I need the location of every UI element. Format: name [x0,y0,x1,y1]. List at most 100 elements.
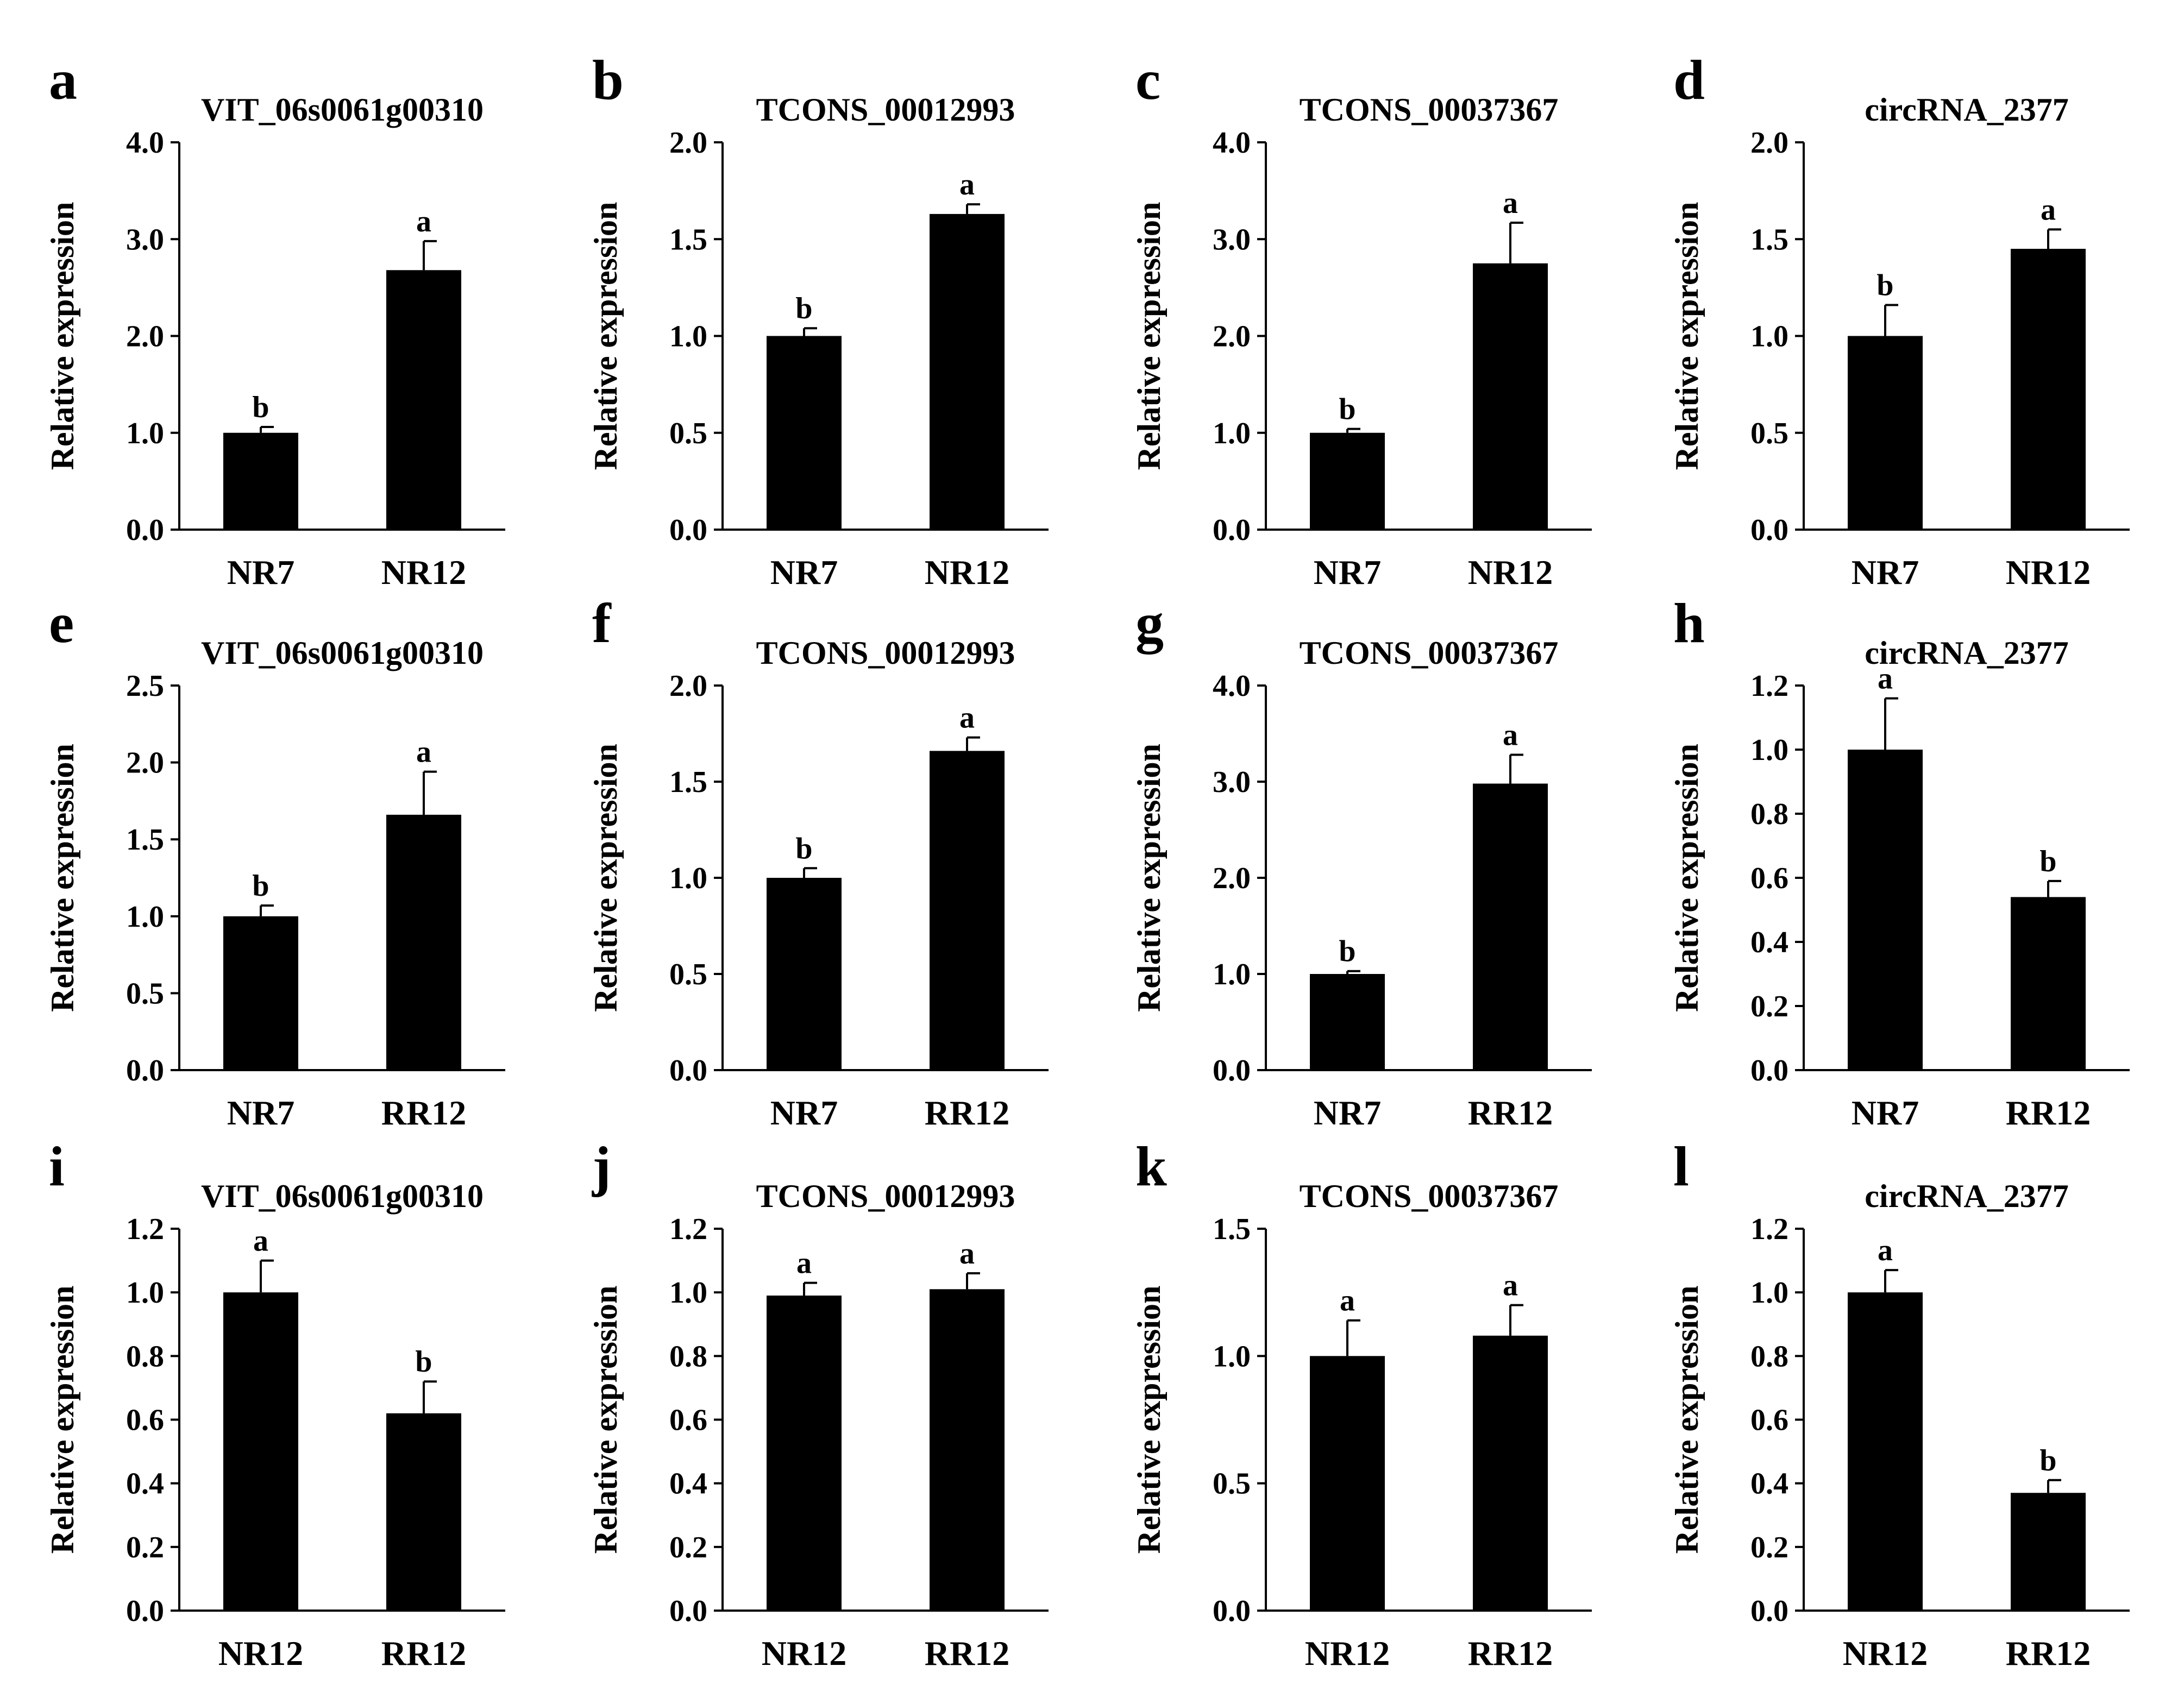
bar [2011,897,2086,1070]
significance-letter: a [416,205,431,238]
bar [1473,263,1548,530]
bar [930,1289,1005,1611]
y-tick-label: 1.5 [669,765,707,799]
y-tick-label: 0.2 [1750,990,1788,1023]
bar [1310,974,1385,1070]
y-axis-label: Relative expression [45,744,80,1012]
significance-letter: a [1503,186,1518,220]
y-tick-label: 1.0 [126,900,164,934]
y-axis-label: Relative expression [45,202,80,470]
panel-letter: g [1135,592,1164,655]
panel-letter: f [592,592,612,655]
y-tick-label: 2.0 [1213,320,1251,354]
chart-panel-i: i VIT_06s0061g00310 0.0 0.2 0.4 0.6 0.8 1.0 1.2 R… [45,1135,505,1673]
chart-title: VIT_06s0061g00310 [201,635,484,671]
y-tick-label: 3.0 [1213,223,1251,256]
y-tick-label: 0.8 [669,1340,707,1373]
significance-letter: a [1878,662,1893,696]
category-label: RR12 [381,1634,466,1673]
y-tick-label: 2.0 [1213,862,1251,895]
y-tick-label: 4.0 [1213,126,1251,160]
chart-title: circRNA_2377 [1865,1178,2068,1214]
category-label: RR12 [925,1634,1009,1673]
bar [386,270,461,530]
chart-title: TCONS_00037367 [1300,92,1559,128]
bar [223,916,298,1070]
panel-letter: i [49,1135,65,1198]
bar [1848,750,1923,1070]
y-tick-label: 0.6 [669,1404,707,1437]
chart-title: TCONS_00012993 [756,1178,1015,1214]
category-label: NR7 [1852,1093,1919,1132]
chart-panel-e: e VIT_06s0061g00310 0.0 0.5 1.0 1.5 2.0 2.5 Rela… [45,592,505,1132]
y-tick-label: 0.5 [669,958,707,991]
y-tick-label: 2.0 [126,746,164,780]
bar [386,1413,461,1611]
y-tick-label: 0.0 [669,1054,707,1087]
y-tick-label: 0.5 [669,417,707,450]
y-tick-label: 1.5 [1213,1212,1251,1246]
panel-letter: l [1673,1135,1689,1198]
significance-letter: a [959,168,975,202]
category-label: NR7 [770,553,838,592]
chart-title: TCONS_00037367 [1300,1178,1559,1214]
y-tick-label: 0.4 [669,1467,707,1501]
significance-letter: a [796,1247,812,1280]
significance-letter: a [1878,1234,1893,1267]
significance-letter: a [959,1237,975,1271]
category-label: NR7 [1314,1093,1381,1132]
y-tick-label: 1.5 [126,823,164,857]
y-tick-label: 0.0 [1750,1594,1788,1628]
significance-letter: b [1339,935,1355,969]
y-tick-label: 0.6 [126,1404,164,1437]
y-tick-label: 1.0 [1750,320,1788,354]
bar [930,751,1005,1070]
y-tick-label: 0.8 [1750,797,1788,831]
significance-letter: a [253,1224,268,1258]
y-tick-label: 0.0 [669,513,707,547]
significance-letter: b [415,1345,432,1379]
bar [386,814,461,1070]
bar [223,1292,298,1611]
chart-panel-k: k TCONS_00037367 0.0 0.5 1.0 1.5 Relative expr… [1131,1135,1592,1673]
y-tick-label: 1.0 [1213,958,1251,991]
category-label: NR7 [227,1093,294,1132]
panel-letter: j [592,1135,611,1198]
y-tick-label: 0.0 [126,1594,164,1628]
category-label: NR12 [2006,553,2091,592]
y-tick-label: 0.5 [1750,417,1788,450]
category-label: RR12 [2006,1093,2091,1132]
chart-title: VIT_06s0061g00310 [201,92,484,128]
panel-letter: k [1135,1135,1167,1198]
bar [2011,1493,2086,1611]
bar [1473,783,1548,1070]
panel-letter: h [1673,592,1705,655]
chart-panel-l: l circRNA_2377 0.0 0.2 0.4 0.6 0.8 1.0 1.2 Relati… [1669,1135,2130,1673]
chart-title: circRNA_2377 [1865,635,2068,671]
y-tick-label: 0.2 [1750,1531,1788,1564]
category-label: NR7 [227,553,294,592]
y-tick-label: 0.0 [1750,1054,1788,1087]
y-tick-label: 0.2 [126,1531,164,1564]
y-axis-label: Relative expression [1131,744,1167,1012]
y-tick-label: 1.2 [1750,1212,1788,1246]
chart-panel-d: d circRNA_2377 0.0 0.5 1.0 1.5 2.0 Relative exp… [1669,49,2130,592]
chart-title: VIT_06s0061g00310 [201,1178,484,1214]
y-tick-label: 0.0 [126,1054,164,1087]
significance-letter: b [252,391,269,424]
y-tick-label: 3.0 [126,223,164,256]
bar [767,878,842,1070]
y-tick-label: 0.6 [1750,1404,1788,1437]
category-label: RR12 [925,1093,1009,1132]
y-axis-label: Relative expression [45,1286,80,1554]
y-tick-label: 2.5 [126,669,164,703]
y-tick-label: 1.5 [669,223,707,256]
chart-panel-h: h circRNA_2377 0.0 0.2 0.4 0.6 0.8 1.0 1.2 Relati… [1669,592,2130,1132]
y-tick-label: 2.0 [1750,126,1788,160]
bar [930,213,1005,530]
category-label: NR12 [218,1634,303,1673]
y-tick-label: 0.5 [126,977,164,1010]
y-tick-label: 0.0 [1213,1054,1251,1087]
y-axis-label: Relative expression [588,1286,624,1554]
